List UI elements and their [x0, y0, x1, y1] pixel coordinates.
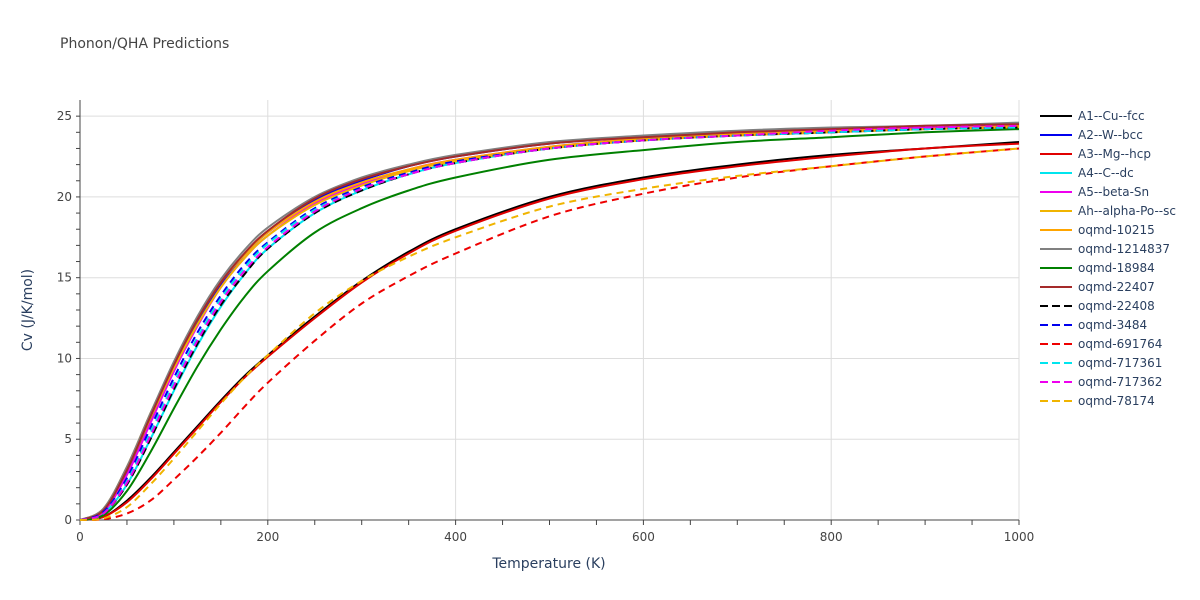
legend-item[interactable]: oqmd-78174 — [1040, 391, 1176, 410]
x-tick-label: 200 — [256, 530, 279, 544]
legend-swatch — [1040, 285, 1072, 288]
series-line-Ah--alpha-Po--sc — [79, 126, 1020, 521]
series-line-oqmd-717361 — [79, 126, 1020, 521]
legend-item[interactable]: oqmd-717361 — [1040, 353, 1176, 372]
legend-label: A5--beta-Sn — [1078, 184, 1150, 199]
legend-label: oqmd-22408 — [1078, 298, 1155, 313]
legend-label: oqmd-691764 — [1078, 336, 1163, 351]
legend-swatch — [1040, 266, 1072, 269]
legend-label: Ah--alpha-Po--sc — [1078, 203, 1176, 218]
chart-title: Phonon/QHA Predictions — [60, 36, 230, 52]
series-line-A2--W--bcc — [79, 123, 1020, 521]
legend-swatch — [1040, 228, 1072, 231]
legend-swatch — [1040, 152, 1072, 155]
x-tick-label: 1000 — [1004, 530, 1035, 544]
legend-label: oqmd-717361 — [1078, 355, 1163, 370]
legend-item[interactable]: A2--W--bcc — [1040, 125, 1176, 144]
legend-item[interactable]: A5--beta-Sn — [1040, 182, 1176, 201]
tick-labels: 0 200 400 600 800 1000 0 5 10 15 20 25 — [57, 109, 1035, 544]
legend-label: A2--W--bcc — [1078, 127, 1143, 142]
series-line-oqmd-691764 — [79, 147, 1020, 521]
series-layer — [79, 121, 1020, 521]
legend-item[interactable]: oqmd-717362 — [1040, 372, 1176, 391]
legend-label: oqmd-1214837 — [1078, 241, 1171, 256]
series-line-oqmd-78174 — [79, 147, 1020, 521]
legend-item[interactable]: oqmd-10215 — [1040, 220, 1176, 239]
legend-item[interactable]: oqmd-22407 — [1040, 277, 1176, 296]
legend-item[interactable]: oqmd-1214837 — [1040, 239, 1176, 258]
legend-swatch — [1040, 323, 1072, 326]
series-line-oqmd-3484 — [79, 126, 1020, 521]
legend-label: oqmd-10215 — [1078, 222, 1155, 237]
legend-swatch — [1040, 209, 1072, 212]
series-line-A3--Mg--hcp — [79, 142, 1020, 521]
series-line-oqmd-717362 — [79, 124, 1020, 521]
y-tick-label: 25 — [57, 109, 72, 123]
grid-lines — [80, 100, 1020, 520]
y-tick-label: 5 — [64, 432, 72, 446]
series-line-oqmd-1214837 — [79, 121, 1020, 521]
y-tick-label: 0 — [64, 513, 72, 527]
x-tick-label: 600 — [632, 530, 655, 544]
series-line-oqmd-10215 — [79, 124, 1020, 521]
y-tick-label: 20 — [57, 190, 72, 204]
legend-item[interactable]: oqmd-22408 — [1040, 296, 1176, 315]
legend-label: A1--Cu--fcc — [1078, 108, 1145, 123]
series-line-oqmd-22407 — [79, 123, 1020, 521]
series-line-A5--beta-Sn — [79, 124, 1020, 521]
legend-swatch — [1040, 361, 1072, 364]
legend-item[interactable]: A3--Mg--hcp — [1040, 144, 1176, 163]
series-line-A4--C--dc — [79, 126, 1020, 521]
y-axis-label: Cv (J/K/mol) — [20, 269, 36, 351]
legend-item[interactable]: oqmd-18984 — [1040, 258, 1176, 277]
series-line-A1--Cu--fcc — [79, 141, 1020, 521]
legend-item[interactable]: oqmd-691764 — [1040, 334, 1176, 353]
y-tick-label: 10 — [57, 351, 72, 365]
legend-item[interactable]: A4--C--dc — [1040, 163, 1176, 182]
legend-item[interactable]: oqmd-3484 — [1040, 315, 1176, 334]
legend-swatch — [1040, 399, 1072, 402]
legend-item[interactable]: A1--Cu--fcc — [1040, 106, 1176, 125]
legend-swatch — [1040, 133, 1072, 136]
series-line-oqmd-18984 — [79, 128, 1020, 521]
y-tick-label: 15 — [57, 271, 72, 285]
legend-swatch — [1040, 304, 1072, 307]
x-axis-label: Temperature (K) — [491, 556, 605, 572]
legend-swatch — [1040, 342, 1072, 345]
legend-label: oqmd-22407 — [1078, 279, 1155, 294]
legend-swatch — [1040, 114, 1072, 117]
series-line-oqmd-22408 — [79, 126, 1020, 521]
x-tick-label: 400 — [444, 530, 467, 544]
legend-item[interactable]: Ah--alpha-Po--sc — [1040, 201, 1176, 220]
legend-label: oqmd-717362 — [1078, 374, 1163, 389]
legend-label: oqmd-18984 — [1078, 260, 1155, 275]
legend-label: A4--C--dc — [1078, 165, 1134, 180]
x-tick-label: 0 — [76, 530, 84, 544]
legend-label: oqmd-78174 — [1078, 393, 1155, 408]
legend-label: oqmd-3484 — [1078, 317, 1148, 332]
legend-label: A3--Mg--hcp — [1078, 146, 1151, 161]
legend-swatch — [1040, 247, 1072, 250]
legend-swatch — [1040, 190, 1072, 193]
x-tick-label: 800 — [820, 530, 843, 544]
axes — [76, 100, 1020, 525]
legend-swatch — [1040, 171, 1072, 174]
legend-swatch — [1040, 380, 1072, 383]
legend: A1--Cu--fcc A2--W--bcc A3--Mg--hcp A4--C--d… — [1040, 106, 1176, 410]
